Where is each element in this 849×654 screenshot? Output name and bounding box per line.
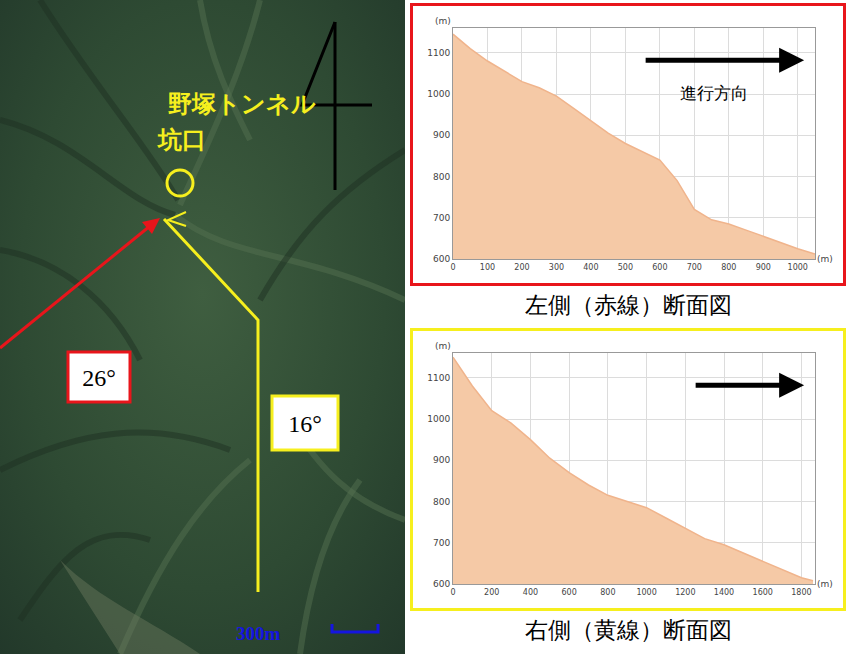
html-text:左側（赤線）断面図: 左側（赤線）断面図 bbox=[524, 292, 732, 318]
svg-text:1800: 1800 bbox=[791, 588, 811, 597]
svg-text:1400: 1400 bbox=[714, 588, 734, 597]
svg-text:1600: 1600 bbox=[753, 588, 773, 597]
svg-text:800: 800 bbox=[721, 263, 736, 272]
svg-text:700: 700 bbox=[687, 263, 702, 272]
svg-text:1000: 1000 bbox=[636, 588, 656, 597]
svg-text:800: 800 bbox=[433, 497, 450, 507]
html-text:右側（黄線）断面図: 右側（黄線）断面図 bbox=[524, 617, 732, 643]
svg-text:(m): (m) bbox=[817, 579, 833, 589]
svg-text:1200: 1200 bbox=[675, 588, 695, 597]
svg-text:26°: 26° bbox=[82, 365, 116, 391]
svg-text:200: 200 bbox=[484, 588, 499, 597]
svg-text:200: 200 bbox=[514, 263, 529, 272]
svg-text:900: 900 bbox=[433, 455, 450, 465]
svg-text:700: 700 bbox=[433, 538, 450, 548]
svg-text:0: 0 bbox=[450, 588, 455, 597]
svg-text:600: 600 bbox=[652, 263, 667, 272]
svg-text:400: 400 bbox=[583, 263, 598, 272]
svg-text:16°: 16° bbox=[288, 411, 322, 437]
svg-text:900: 900 bbox=[756, 263, 771, 272]
svg-text:(m): (m) bbox=[435, 16, 451, 26]
svg-text:300m: 300m bbox=[236, 623, 281, 644]
svg-text:坑口: 坑口 bbox=[156, 126, 206, 154]
svg-text:800: 800 bbox=[600, 588, 615, 597]
svg-text:1000: 1000 bbox=[427, 89, 450, 99]
svg-text:600: 600 bbox=[433, 254, 450, 264]
svg-text:(m): (m) bbox=[817, 254, 833, 264]
svg-text:野塚トンネル: 野塚トンネル bbox=[168, 90, 316, 118]
svg-text:100: 100 bbox=[480, 263, 495, 272]
svg-text:(m): (m) bbox=[435, 341, 451, 351]
svg-text:600: 600 bbox=[433, 579, 450, 589]
svg-text:500: 500 bbox=[618, 263, 633, 272]
svg-text:進行方向: 進行方向 bbox=[680, 83, 748, 103]
svg-text:700: 700 bbox=[433, 213, 450, 223]
svg-text:800: 800 bbox=[433, 172, 450, 182]
svg-text:300: 300 bbox=[549, 263, 564, 272]
svg-text:900: 900 bbox=[433, 130, 450, 140]
svg-text:1100: 1100 bbox=[427, 373, 450, 383]
svg-text:600: 600 bbox=[562, 588, 577, 597]
svg-text:1000: 1000 bbox=[427, 414, 450, 424]
svg-text:0: 0 bbox=[450, 263, 455, 272]
svg-text:1100: 1100 bbox=[427, 48, 450, 58]
svg-text:1000: 1000 bbox=[788, 263, 808, 272]
svg-text:400: 400 bbox=[523, 588, 538, 597]
